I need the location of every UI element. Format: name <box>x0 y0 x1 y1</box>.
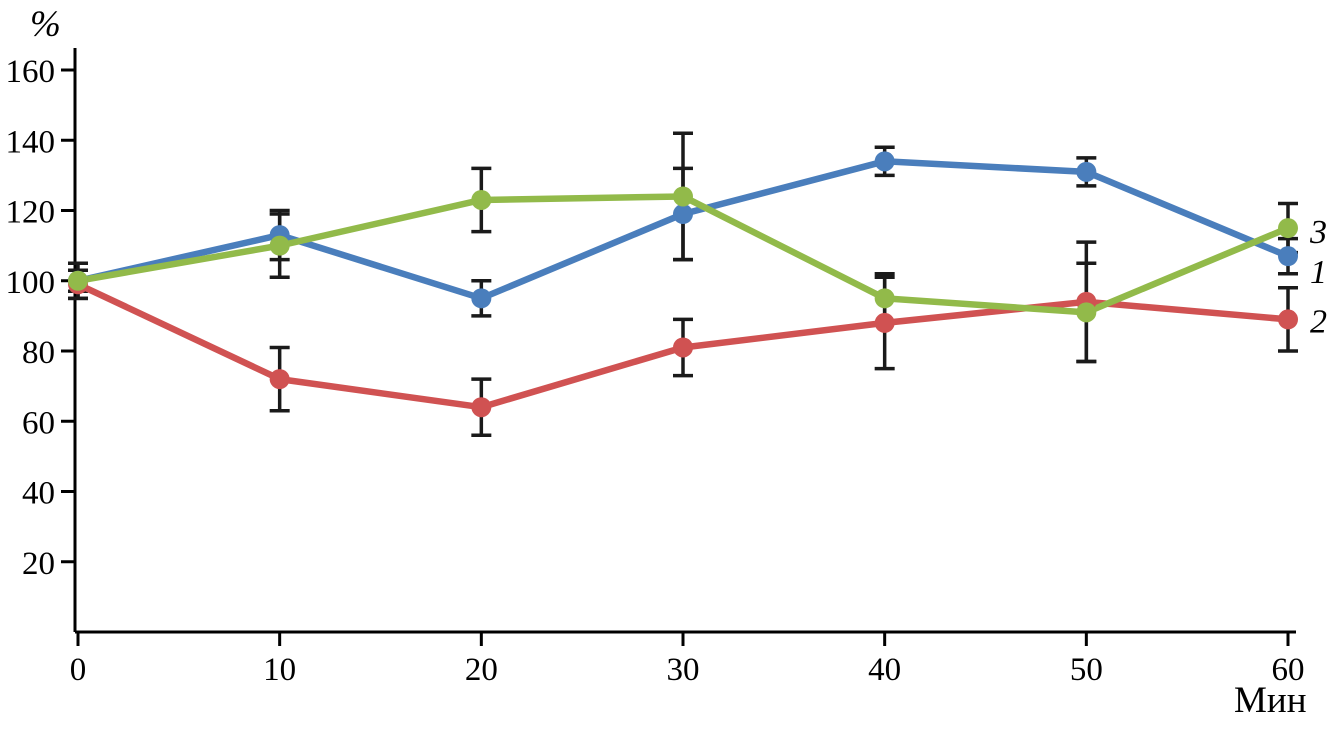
y-tick-label: 40 <box>22 476 55 512</box>
x-tick-label: 60 <box>1272 652 1305 688</box>
y-axis-title: % <box>30 4 61 45</box>
series-1-marker <box>874 151 895 172</box>
y-tick-label: 20 <box>22 546 55 582</box>
series-3-marker <box>68 270 88 291</box>
y-tick-label: 120 <box>6 195 56 231</box>
x-tick-label: 20 <box>465 652 498 688</box>
series-1-marker <box>1278 246 1298 267</box>
x-axis-title: Мин <box>1234 680 1307 721</box>
x-tick-label: 30 <box>667 652 700 688</box>
y-tick-label: 100 <box>6 265 56 301</box>
x-tick-label: 40 <box>868 652 901 688</box>
series-3-marker <box>1076 302 1097 323</box>
y-tick-label: 80 <box>22 335 55 371</box>
y-tick-label: 160 <box>6 54 56 90</box>
series-2-marker <box>673 337 693 358</box>
series-1-marker <box>673 204 693 225</box>
series-2-marker <box>471 397 492 418</box>
series-3-marker <box>269 235 290 256</box>
series-2-end-label: 2 <box>1310 303 1327 340</box>
x-tick-label: 10 <box>263 652 296 688</box>
series-2-marker <box>874 312 895 333</box>
series-3-marker <box>471 189 492 210</box>
series-3-marker <box>673 186 693 207</box>
series-1-marker <box>1076 161 1097 182</box>
series-2-marker <box>269 369 290 390</box>
y-tick-label: 140 <box>6 124 56 160</box>
series-3-marker <box>874 288 895 309</box>
series-1-end-label: 1 <box>1310 254 1327 291</box>
y-tick-label: 60 <box>22 405 55 441</box>
series-2-marker <box>1278 309 1298 330</box>
series-3-end-label: 3 <box>1309 214 1327 251</box>
series-3-marker <box>1278 218 1298 239</box>
x-tick-label: 50 <box>1070 652 1103 688</box>
x-tick-label: 0 <box>70 652 87 688</box>
series-1-marker <box>471 288 492 309</box>
